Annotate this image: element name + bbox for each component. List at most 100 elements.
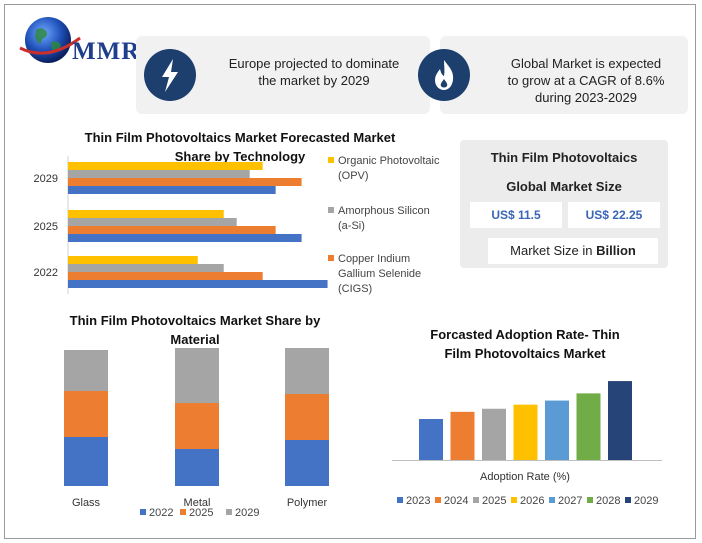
technology-chart-title: Thin Film Photovoltaics Market Forecaste… — [40, 128, 440, 166]
card-line: the market by 2029 — [258, 73, 370, 88]
adoption-chart: Adoption Rate (%) 2023 2024 2025 2026 2027 202… — [392, 381, 662, 507]
mmr-logo: MMR — [14, 12, 164, 72]
bar-2029-series-0 — [68, 162, 263, 170]
x-tick-label: Metal — [184, 497, 211, 509]
bar-2025 — [482, 408, 506, 460]
legend-swatch — [180, 509, 186, 515]
y-tick-label: 2029 — [34, 173, 58, 185]
market-size-title: Thin Film Photovoltaics — [490, 150, 638, 165]
legend-swatch — [140, 509, 146, 515]
legend-swatch — [328, 255, 334, 261]
legend-label: 2026 — [520, 495, 544, 507]
legend-swatch — [549, 497, 555, 503]
globe-icon — [19, 17, 81, 63]
stack-Polymer-2029 — [285, 348, 329, 394]
title-line: Share by Technology — [174, 149, 306, 164]
market-size-value-2029: US$ 22.25 — [568, 202, 660, 228]
card-line: Europe projected to dominate — [228, 56, 400, 71]
legend-swatch — [328, 157, 334, 163]
bar-2029-series-3 — [68, 186, 276, 194]
market-size-value-2022: US$ 11.5 — [470, 202, 562, 228]
material-chart-title: Thin Film Photovoltaics Market Share by … — [30, 311, 360, 349]
bar-2029-series-1 — [68, 170, 250, 178]
bar-2026 — [513, 404, 538, 460]
bar-2025-series-0 — [68, 210, 224, 218]
market-size-subtitle: Global Market Size — [506, 179, 622, 194]
legend-label: Organic Photovoltaic — [338, 155, 440, 167]
title-line: Thin Film Photovoltaics Market Forecaste… — [84, 130, 396, 145]
lightning-icon — [144, 49, 196, 101]
infographic-frame — [4, 4, 696, 539]
market-size-panel: Thin Film Photovoltaics Global Market Si… — [460, 140, 668, 268]
bar-2023 — [419, 419, 443, 460]
legend-swatch — [587, 497, 593, 503]
material-chart: Glass Metal Polymer 2022 2025 2029 — [64, 348, 329, 519]
card-text: Global Market is expected to grow at a C… — [488, 55, 684, 106]
y-tick-label: 2022 — [34, 267, 58, 279]
stack-Polymer-2022 — [285, 440, 329, 486]
bar-2027 — [545, 400, 569, 460]
bar-2025-series-1 — [68, 218, 237, 226]
legend-swatch — [397, 497, 403, 503]
legend-label: (CIGS) — [338, 283, 372, 295]
y-tick-label: 2025 — [34, 221, 58, 233]
x-axis-label: Adoption Rate (%) — [480, 471, 570, 483]
legend-label: 2023 — [406, 495, 430, 507]
bar-2025-series-2 — [68, 226, 276, 234]
info-card-cagr: Global Market is expected to grow at a C… — [418, 36, 688, 114]
legend-label: 2025 — [189, 507, 213, 519]
card-line: to grow at a CAGR of 8.6% — [507, 73, 665, 88]
title-line: Thin Film Photovoltaics Market Share by — [69, 313, 321, 328]
title-line: Forcasted Adoption Rate- Thin — [430, 327, 620, 342]
card-line: during 2023-2029 — [535, 90, 637, 105]
title-line: Film Photovoltaics Market — [444, 346, 606, 361]
stack-Metal-2022 — [175, 449, 219, 486]
stack-Metal-2025 — [175, 403, 219, 449]
legend-label: Copper Indium — [338, 253, 410, 265]
bar-2022-series-0 — [68, 256, 198, 264]
legend-label: 2029 — [235, 507, 259, 519]
unit-bold: Billion — [596, 243, 636, 258]
stack-Glass-2022 — [64, 437, 108, 486]
legend-label: 2029 — [634, 495, 658, 507]
legend-swatch — [625, 497, 631, 503]
legend-label: Amorphous Silicon — [338, 205, 430, 217]
bar-2022-series-2 — [68, 272, 263, 280]
stack-Metal-2029 — [175, 348, 219, 403]
bar-2022-series-3 — [68, 280, 328, 288]
legend-label: 2024 — [444, 495, 468, 507]
legend-swatch — [435, 497, 441, 503]
bar-2029 — [608, 381, 632, 460]
legend-swatch — [226, 509, 232, 515]
stack-Glass-2025 — [64, 391, 108, 437]
bar-2024 — [450, 411, 475, 460]
market-size-unit: Market Size in Billion — [488, 238, 658, 264]
unit-prefix: Market Size in — [510, 243, 597, 258]
legend-label: 2022 — [149, 507, 173, 519]
legend-label: 2025 — [482, 495, 506, 507]
legend-swatch — [511, 497, 517, 503]
stack-Polymer-2025 — [285, 394, 329, 440]
bar-2029-series-2 — [68, 178, 302, 186]
logo-text: MMR — [72, 38, 141, 65]
adoption-chart-title: Forcasted Adoption Rate- Thin Film Photo… — [380, 325, 670, 363]
legend-swatch — [328, 207, 334, 213]
flame-icon — [418, 49, 470, 101]
legend-label: (a-Si) — [338, 220, 365, 232]
title-line: Material — [170, 332, 220, 347]
x-tick-label: Polymer — [287, 497, 328, 509]
card-line: Global Market is expected — [510, 56, 662, 71]
bar-2025-series-3 — [68, 234, 302, 242]
legend-label: 2028 — [596, 495, 620, 507]
bar-2022-series-1 — [68, 264, 224, 272]
card-text: Europe projected to dominate the market … — [204, 55, 424, 89]
legend-label: (OPV) — [338, 170, 369, 182]
x-tick-label: Glass — [72, 497, 101, 509]
info-card-europe: Europe projected to dominate the market … — [136, 36, 430, 114]
technology-chart: 2029 2025 2022 Organic Photovoltaic (OPV) Amo… — [34, 155, 440, 295]
legend-label: 2027 — [558, 495, 582, 507]
legend-swatch — [473, 497, 479, 503]
bar-2028 — [576, 393, 601, 460]
stack-Glass-2029 — [64, 350, 108, 391]
legend-label: Gallium Selenide — [338, 268, 421, 280]
